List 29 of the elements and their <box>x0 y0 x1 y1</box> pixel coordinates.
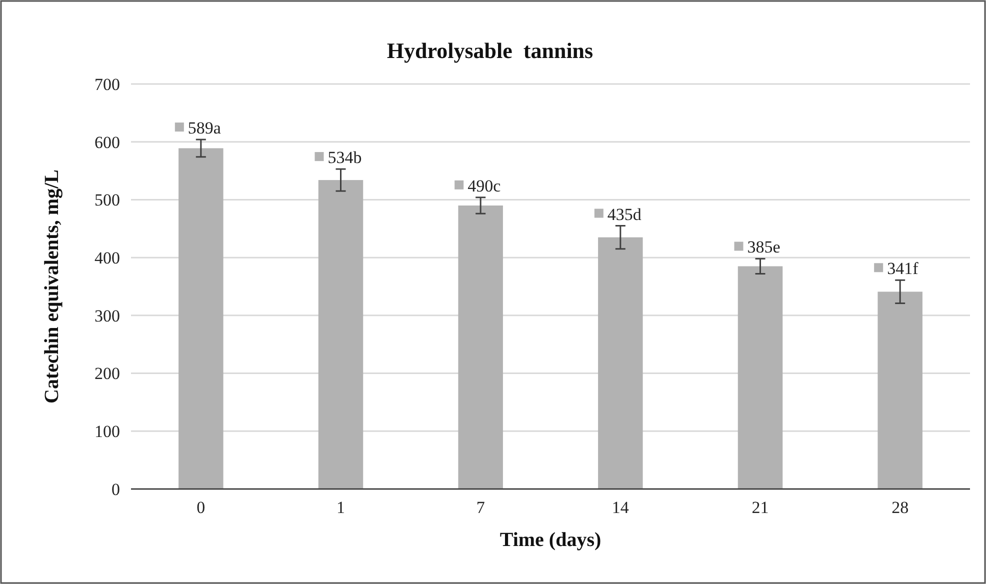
bar <box>738 266 783 489</box>
x-tick-label: 1 <box>336 498 345 517</box>
y-axis-title: Catechin equivalents, mg/L <box>41 170 63 404</box>
data-label: 490c <box>468 176 502 196</box>
bar <box>318 180 364 489</box>
y-tick-label: 700 <box>94 74 120 94</box>
data-label: 589a <box>188 118 222 138</box>
x-tick-label: 7 <box>476 498 486 517</box>
y-tick-label: 600 <box>94 132 120 152</box>
x-tick-label: 14 <box>612 498 630 517</box>
bar <box>878 292 922 489</box>
y-tick-label: 200 <box>94 364 120 384</box>
x-tick-label: 28 <box>892 498 909 517</box>
data-label: 534b <box>328 148 362 168</box>
y-tick-label: 500 <box>94 190 120 210</box>
bar <box>458 206 503 489</box>
data-label: 341f <box>887 259 919 278</box>
data-label: 435d <box>607 204 642 224</box>
bar <box>598 237 643 489</box>
chart-title: Hydrolysable tannins <box>386 38 594 63</box>
y-tick-label: 0 <box>112 480 120 499</box>
y-tick-label: 300 <box>94 306 120 326</box>
x-axis-title: Time (days) <box>500 529 602 551</box>
y-tick-label: 100 <box>94 422 120 442</box>
bar <box>178 148 224 489</box>
x-tick-label: 21 <box>752 498 769 517</box>
y-tick-label: 400 <box>94 248 120 268</box>
data-label: 385e <box>747 238 780 257</box>
x-tick-label: 0 <box>196 498 206 517</box>
